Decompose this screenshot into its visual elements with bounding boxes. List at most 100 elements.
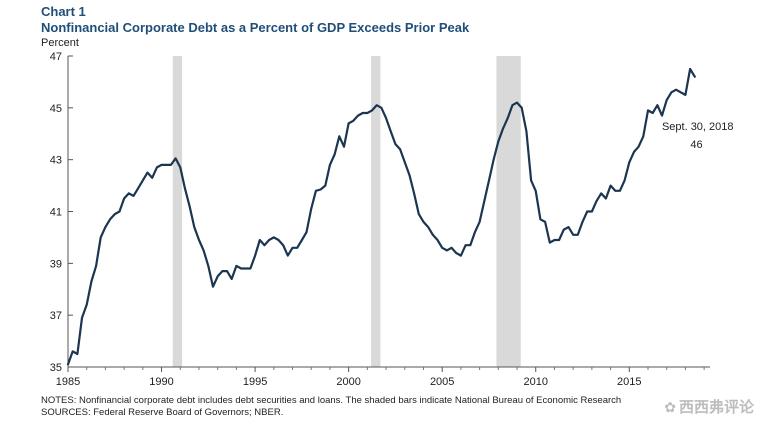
data-point	[217, 275, 219, 277]
x-tick-label: 2005	[430, 376, 454, 388]
data-point	[558, 239, 560, 241]
x-tick-label: 1990	[149, 376, 173, 388]
data-point	[277, 239, 280, 241]
data-point	[334, 153, 336, 156]
data-point	[680, 91, 682, 93]
chart-title: Nonfinancial Corporate Debt as a Percent…	[41, 20, 470, 35]
data-point	[156, 166, 158, 168]
data-point	[394, 143, 396, 145]
data-point	[245, 267, 247, 270]
data-point	[666, 99, 668, 101]
data-point	[268, 239, 270, 241]
data-point	[282, 244, 284, 246]
x-tick-label: 1985	[56, 376, 80, 388]
data-point	[315, 190, 317, 192]
data-point	[357, 115, 359, 117]
data-point	[371, 109, 373, 111]
data-point	[296, 247, 298, 249]
data-point	[436, 239, 439, 241]
series-layer	[66, 67, 696, 366]
data-point	[207, 265, 209, 267]
data-point	[165, 164, 167, 166]
data-point	[212, 286, 214, 288]
data-point	[516, 102, 518, 104]
data-point	[563, 229, 565, 231]
data-point	[549, 242, 551, 244]
axes: 35 37 39 41 43 45 47 1985 1990 1995 2000 2005 2010 20…	[50, 51, 710, 388]
data-point	[352, 120, 354, 122]
x-tick-label: 2000	[336, 376, 360, 388]
data-point	[441, 247, 443, 249]
data-point	[586, 210, 588, 213]
data-point	[76, 353, 78, 355]
recession-bar-3	[496, 56, 521, 367]
data-point	[249, 267, 251, 270]
data-point	[184, 187, 186, 189]
data-point	[642, 135, 644, 137]
recession-bar-2	[371, 56, 381, 367]
y-tick-label: 39	[50, 258, 62, 270]
chart-number: Chart 1	[41, 4, 86, 19]
data-point	[95, 265, 97, 267]
x-tick-label: 2015	[617, 376, 641, 388]
data-point	[301, 239, 303, 241]
y-tick-label: 37	[50, 310, 62, 322]
data-point	[385, 117, 387, 119]
annotation: Sept. 30, 2018 46	[662, 121, 734, 151]
data-point	[413, 192, 415, 194]
y-tick-label: 45	[50, 103, 62, 115]
data-point	[652, 112, 654, 114]
data-point	[254, 255, 256, 257]
data-point	[432, 234, 434, 236]
data-point	[263, 244, 266, 246]
data-point	[128, 192, 130, 194]
data-point	[427, 226, 429, 228]
data-point	[418, 213, 420, 215]
data-point	[535, 190, 537, 192]
data-point	[305, 231, 308, 233]
data-point	[460, 255, 462, 257]
x-tick-label: 1995	[243, 376, 267, 388]
y-tick-label: 41	[50, 207, 62, 219]
y-tick-label: 47	[50, 51, 62, 63]
data-point	[488, 179, 490, 181]
data-point	[483, 200, 485, 202]
data-point	[675, 89, 677, 91]
annotation-value: 46	[690, 139, 702, 151]
data-point	[343, 146, 345, 148]
notes-line: NOTES: Nonfinancial corporate debt inclu…	[41, 395, 622, 406]
data-point	[638, 146, 640, 148]
data-point	[259, 239, 261, 241]
data-point	[647, 109, 649, 111]
y-tick-label: 43	[50, 155, 62, 167]
data-point	[189, 205, 191, 207]
data-point	[572, 234, 574, 236]
data-point	[408, 174, 411, 176]
data-point	[362, 112, 364, 114]
data-point	[151, 177, 153, 179]
data-point	[670, 91, 673, 93]
data-point	[376, 104, 378, 106]
data-point	[287, 255, 289, 257]
data-point	[595, 200, 598, 202]
data-point	[198, 239, 200, 241]
data-point	[226, 270, 228, 272]
data-point	[118, 210, 121, 213]
data-point	[605, 197, 607, 200]
watermark: ✿ 西西弗评论	[664, 396, 754, 417]
data-point	[474, 231, 476, 233]
data-point	[619, 190, 621, 192]
data-point	[100, 236, 102, 238]
data-point	[455, 252, 457, 254]
data-point	[380, 107, 382, 109]
data-point	[324, 185, 326, 187]
data-point	[684, 94, 687, 96]
data-point	[170, 164, 172, 166]
data-point	[132, 195, 135, 197]
data-point	[600, 192, 602, 194]
data-point	[123, 197, 125, 200]
data-point	[175, 157, 177, 159]
data-point	[320, 188, 322, 191]
recession-bars	[172, 56, 521, 367]
